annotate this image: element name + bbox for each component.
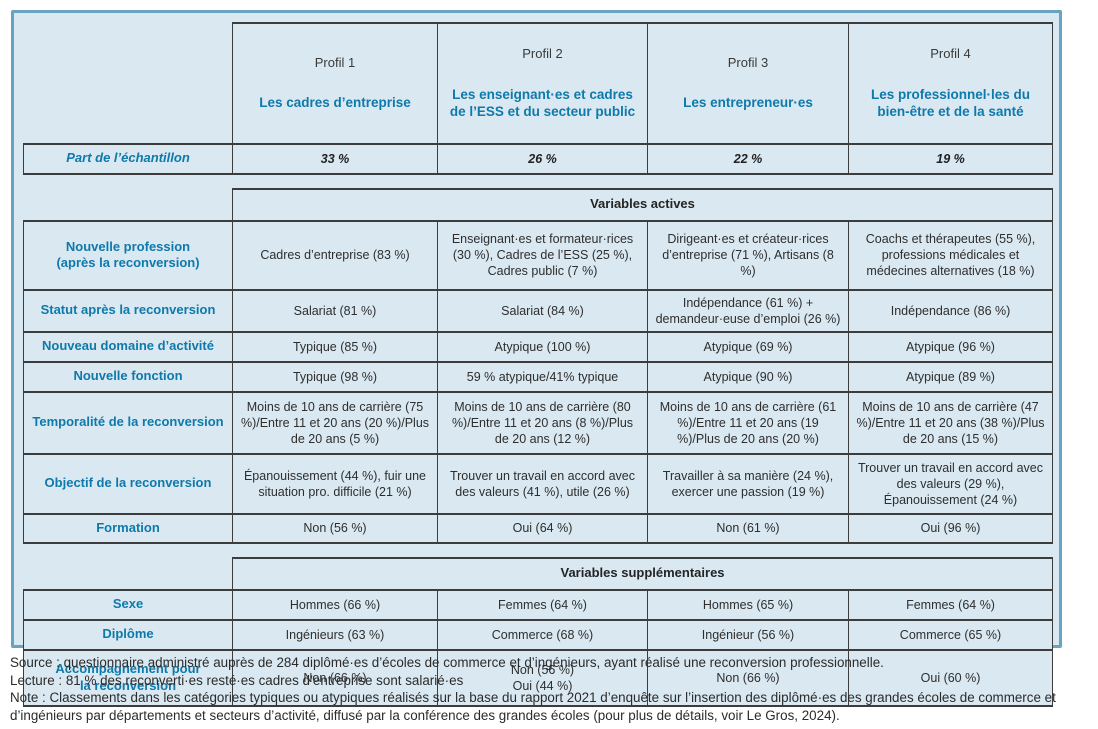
cell-accompagnement-p2: Non (56 %) Oui (44 %) bbox=[437, 648, 648, 707]
profile-4-number: Profil 4 bbox=[930, 46, 971, 61]
cell-sexe-p4: Femmes (64 %) bbox=[847, 588, 1054, 621]
cell-nouvelle-profession-p4: Coachs et thérapeutes (55 %), profession… bbox=[848, 219, 1053, 291]
row-label-accompagnement: Accompagnement pour la reconversion bbox=[23, 648, 233, 707]
cell-statut-p4: Indépendance (86 %) bbox=[848, 288, 1053, 333]
cell-nouvelle-profession-p3: Dirigeant·es et créateur·rices d’entrepr… bbox=[647, 219, 849, 291]
table-row: Diplôme Ingénieurs (63 %) Commerce (68 %… bbox=[23, 618, 1054, 651]
cell-formation-p4: Oui (96 %) bbox=[848, 512, 1053, 544]
table-row: Temporalité de la reconversion Moins de … bbox=[23, 390, 1053, 455]
profile-1-header: Profil 1 Les cadres d’entreprise bbox=[232, 22, 438, 145]
profile-3-header: Profil 3 Les entrepreneur·es bbox=[647, 22, 849, 145]
header-empty-cell bbox=[24, 23, 233, 144]
cell-fonction-p3: Atypique (90 %) bbox=[647, 360, 849, 393]
cell-statut-p3: Indépendance (61 %) + demandeur·euse d’e… bbox=[647, 288, 849, 333]
row-label-nouvelle-fonction: Nouvelle fonction bbox=[23, 360, 233, 393]
row-label-statut: Statut après la reconversion bbox=[23, 288, 233, 333]
cell-diplome-p2: Commerce (68 %) bbox=[437, 618, 648, 651]
cell-formation-p2: Oui (64 %) bbox=[437, 512, 648, 544]
cell-sexe-p1: Hommes (66 %) bbox=[232, 588, 438, 621]
cell-objectif-p1: Épanouissement (44 %), fuir une situatio… bbox=[232, 452, 438, 515]
cell-diplome-p4: Commerce (65 %) bbox=[847, 618, 1054, 651]
cell-domaine-p4: Atypique (96 %) bbox=[848, 330, 1053, 363]
table-row: Nouvelle profession (après la reconversi… bbox=[23, 219, 1053, 291]
method-note: Note : Classements dans les catégories t… bbox=[10, 690, 1056, 723]
cell-objectif-p2: Trouver un travail en accord avec des va… bbox=[437, 452, 648, 515]
cell-formation-p1: Non (56 %) bbox=[232, 512, 438, 544]
table-row: Nouveau domaine d’activité Typique (85 %… bbox=[23, 330, 1053, 363]
table-row: Accompagnement pour la reconversion Non … bbox=[23, 648, 1054, 707]
sample-share-p3: 22 % bbox=[647, 142, 849, 175]
row-label-sexe: Sexe bbox=[23, 588, 233, 621]
cell-temporalite-p1: Moins de 10 ans de carrière (75 %)/Entre… bbox=[232, 390, 438, 455]
row-label-part-echantillon: Part de l’échantillon bbox=[23, 142, 233, 175]
row-label-nouveau-domaine: Nouveau domaine d’activité bbox=[23, 330, 233, 363]
sample-share-p4: 19 % bbox=[848, 142, 1053, 175]
profile-1-name: Les cadres d’entreprise bbox=[259, 95, 411, 111]
cell-fonction-p4: Atypique (89 %) bbox=[848, 360, 1053, 393]
cell-objectif-p4: Trouver un travail en accord avec des va… bbox=[848, 452, 1053, 515]
cell-fonction-p2: 59 % atypique/41% typique bbox=[437, 360, 648, 393]
cell-statut-p2: Salariat (84 %) bbox=[437, 288, 648, 333]
table-panel: Profil 1 Les cadres d’entreprise Profil … bbox=[11, 10, 1062, 707]
source-note: Source : questionnaire administré auprès… bbox=[10, 655, 884, 670]
profile-4-name: Les professionnel·les du bien-être et de… bbox=[870, 86, 1031, 120]
sample-share-p2: 26 % bbox=[437, 142, 648, 175]
variables-actives-table: Variables actives Nouvelle profession (a… bbox=[23, 187, 1053, 544]
row-label-objectif: Objectif de la reconversion bbox=[23, 452, 233, 515]
cell-domaine-p3: Atypique (69 %) bbox=[647, 330, 849, 363]
cell-sexe-p3: Hommes (65 %) bbox=[647, 588, 849, 621]
cell-nouvelle-profession-p1: Cadres d’entreprise (83 %) bbox=[232, 219, 438, 291]
cell-accompagnement-p1: Non (66 %) bbox=[232, 648, 438, 707]
table-row: Nouvelle fonction Typique (98 %) 59 % at… bbox=[23, 360, 1053, 393]
profiles-header-table: Profil 1 Les cadres d’entreprise Profil … bbox=[23, 22, 1053, 175]
cell-domaine-p1: Typique (85 %) bbox=[232, 330, 438, 363]
row-label-nouvelle-profession: Nouvelle profession (après la reconversi… bbox=[23, 219, 233, 291]
variables-supplementaires-table: Variables supplémentaires Sexe Hommes (6… bbox=[23, 556, 1054, 707]
cell-sexe-p2: Femmes (64 %) bbox=[437, 588, 648, 621]
table-row: Objectif de la reconversion Épanouisseme… bbox=[23, 452, 1053, 515]
row-label-formation: Formation bbox=[23, 512, 233, 544]
profile-2-number: Profil 2 bbox=[522, 46, 563, 61]
sample-share-p1: 33 % bbox=[232, 142, 438, 175]
cell-temporalite-p3: Moins de 10 ans de carrière (61 %)/Entre… bbox=[647, 390, 849, 455]
cell-formation-p3: Non (61 %) bbox=[647, 512, 849, 544]
section-banner-row: Variables actives bbox=[24, 187, 1053, 222]
variables-supplementaires-title: Variables supplémentaires bbox=[231, 556, 1054, 591]
table-row: Statut après la reconversion Salariat (8… bbox=[23, 288, 1053, 333]
cell-statut-p1: Salariat (81 %) bbox=[232, 288, 438, 333]
cell-temporalite-p4: Moins de 10 ans de carrière (47 %)/Entre… bbox=[848, 390, 1053, 455]
cell-accompagnement-p4: Oui (60 %) bbox=[847, 648, 1054, 707]
footnotes: Source : questionnaire administré auprès… bbox=[10, 654, 1094, 724]
sample-share-row: Part de l’échantillon 33 % 26 % 22 % 19 … bbox=[23, 142, 1053, 175]
cell-diplome-p1: Ingénieurs (63 %) bbox=[232, 618, 438, 651]
lecture-note: Lecture : 81 % des reconverti·es resté·e… bbox=[10, 672, 464, 688]
profile-2-name: Les enseignant·es et cadres de l’ESS et … bbox=[449, 86, 636, 120]
cell-temporalite-p2: Moins de 10 ans de carrière (80 %)/Entre… bbox=[437, 390, 648, 455]
row-label-temporalite: Temporalité de la reconversion bbox=[23, 390, 233, 455]
cell-nouvelle-profession-p2: Enseignant·es et formateur·rices (30 %),… bbox=[437, 219, 648, 291]
cell-diplome-p3: Ingénieur (56 %) bbox=[647, 618, 849, 651]
table-row: Sexe Hommes (66 %) Femmes (64 %) Hommes … bbox=[23, 588, 1054, 621]
variables-actives-title: Variables actives bbox=[232, 187, 1053, 222]
cell-fonction-p1: Typique (98 %) bbox=[232, 360, 438, 393]
profile-1-number: Profil 1 bbox=[314, 54, 356, 70]
table-row: Formation Non (56 %) Oui (64 %) Non (61 … bbox=[23, 512, 1053, 544]
profile-2-header: Profil 2 Les enseignant·es et cadres de … bbox=[437, 22, 648, 145]
cell-domaine-p2: Atypique (100 %) bbox=[437, 330, 648, 363]
profiles-header-row: Profil 1 Les cadres d’entreprise Profil … bbox=[24, 22, 1053, 145]
profile-3-name: Les entrepreneur·es bbox=[683, 95, 813, 111]
cell-objectif-p3: Travailler à sa manière (24 %), exercer … bbox=[647, 452, 849, 515]
profile-3-number: Profil 3 bbox=[727, 54, 769, 70]
cell-accompagnement-p3: Non (66 %) bbox=[647, 648, 849, 707]
row-label-diplome: Diplôme bbox=[23, 618, 233, 651]
profile-4-header: Profil 4 Les professionnel·les du bien-ê… bbox=[848, 22, 1053, 145]
section-banner-row: Variables supplémentaires bbox=[24, 556, 1054, 591]
